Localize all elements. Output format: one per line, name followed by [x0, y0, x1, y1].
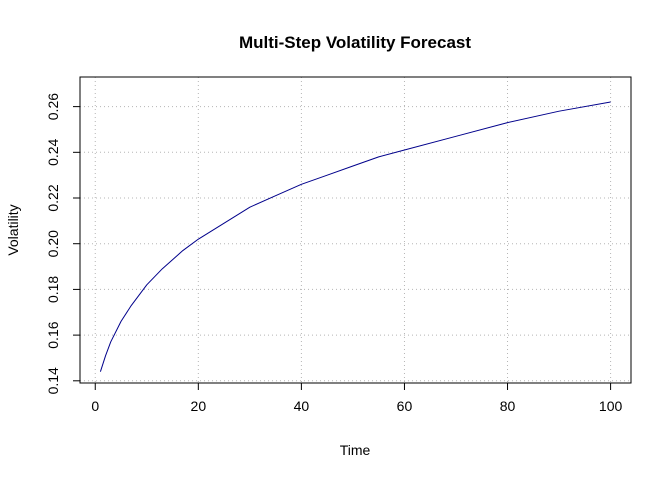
y-tick-label-5: 0.24 — [45, 138, 61, 165]
x-tick-label-0: 0 — [91, 398, 99, 414]
y-axis-label: Volatility — [5, 204, 21, 255]
x-axis: 0 20 40 60 80 100 — [91, 382, 623, 414]
y-axis: 0.14 0.16 0.18 0.20 0.22 0.24 0.26 — [45, 93, 81, 394]
x-axis-label: Time — [340, 442, 371, 458]
chart-title: Multi-Step Volatility Forecast — [239, 33, 471, 52]
x-tick-label-1: 20 — [191, 398, 207, 414]
y-tick-label-3: 0.20 — [45, 230, 61, 257]
x-tick-label-5: 100 — [599, 398, 623, 414]
y-tick-label-2: 0.18 — [45, 276, 61, 303]
x-tick-label-3: 60 — [397, 398, 413, 414]
plot-frame — [79, 76, 632, 384]
series-line-0 — [99, 101, 611, 372]
x-tick-label-2: 40 — [294, 398, 310, 414]
y-tick-label-4: 0.22 — [45, 184, 61, 211]
x-tick-label-4: 80 — [500, 398, 516, 414]
y-tick-label-6: 0.26 — [45, 93, 61, 120]
y-tick-label-1: 0.16 — [45, 321, 61, 348]
series-layer — [99, 101, 611, 372]
grid-layer — [80, 77, 631, 383]
y-tick-label-0: 0.14 — [45, 367, 61, 394]
